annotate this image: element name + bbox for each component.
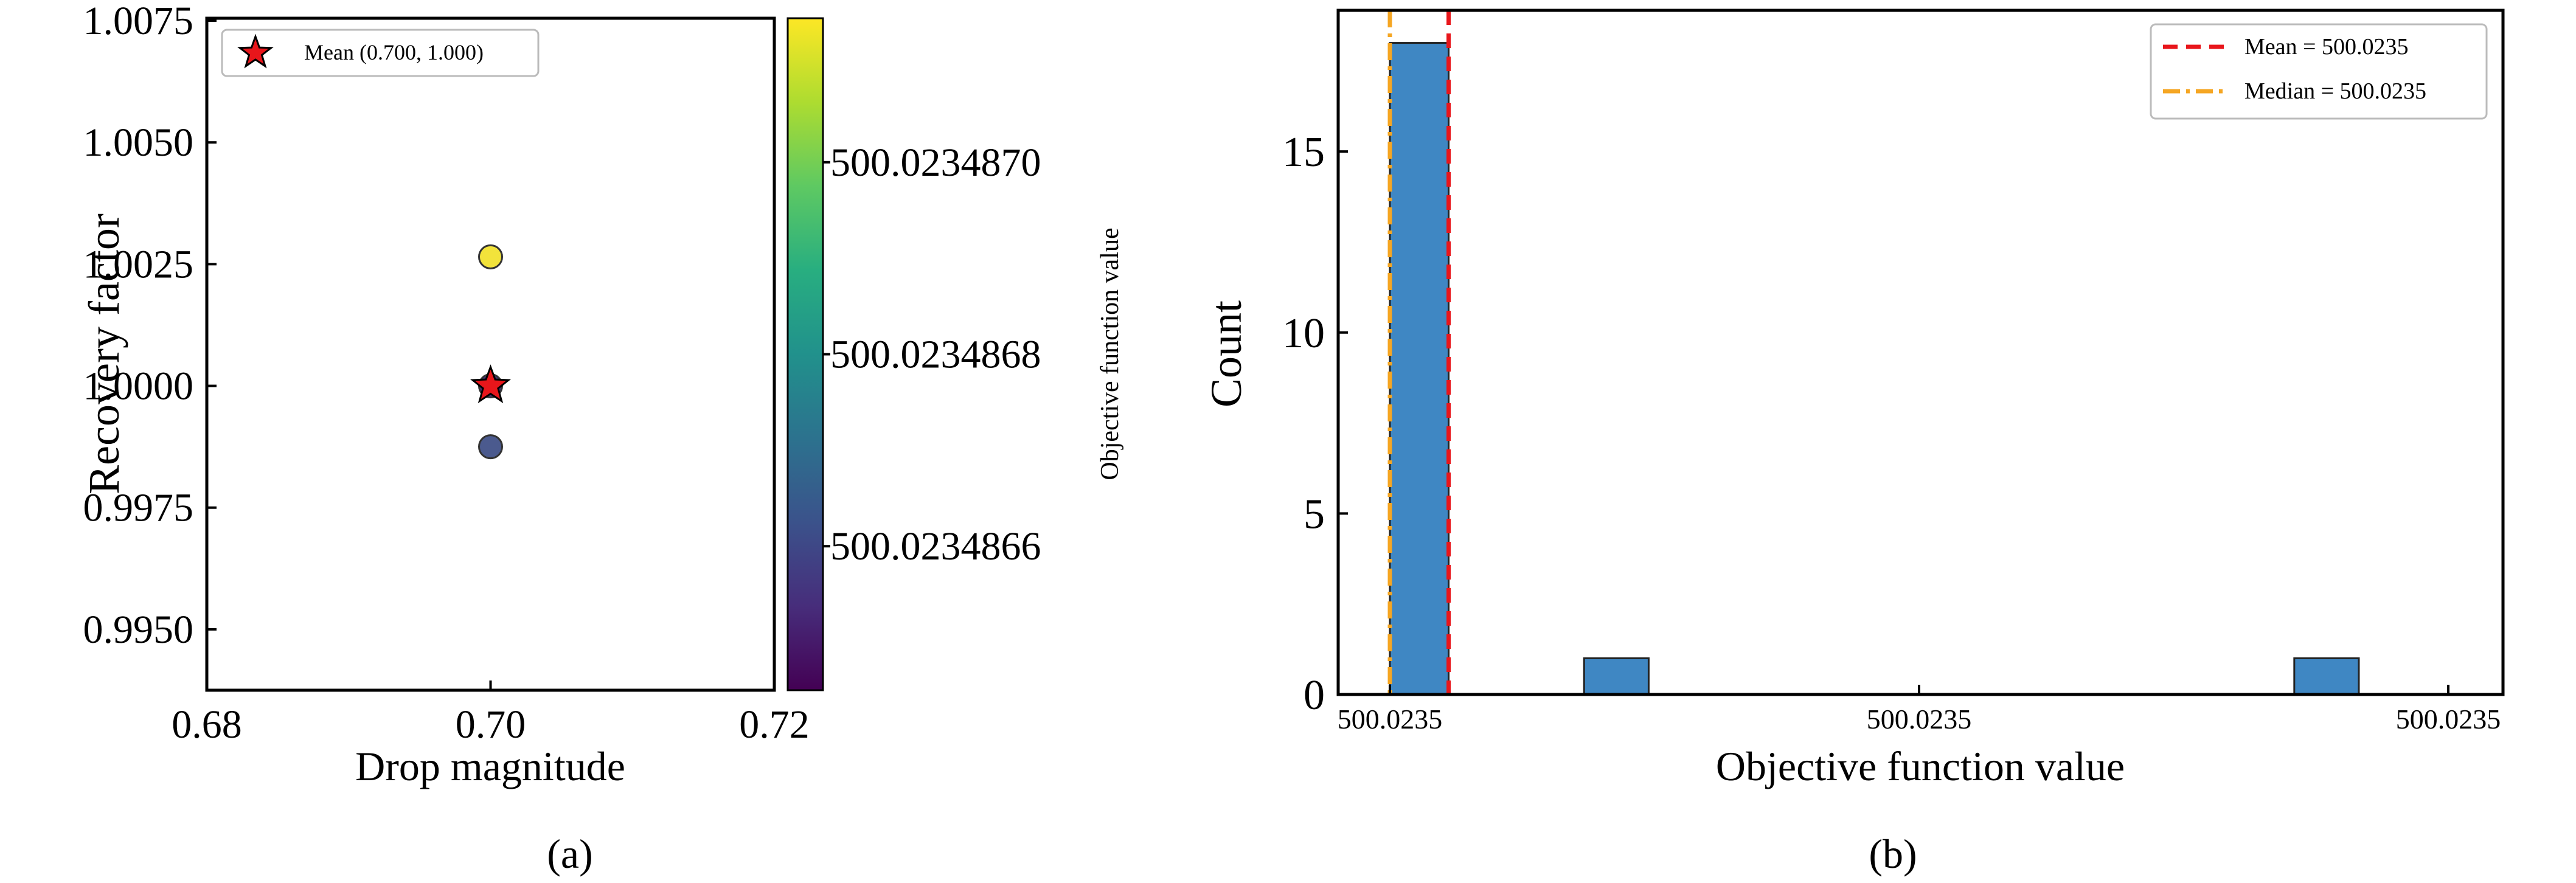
x-tick-label: 500.0235: [1338, 704, 1443, 735]
panel-b-legend-box: [2150, 23, 2488, 120]
panel-a-legend-label: Mean (0.700, 1.000): [304, 40, 484, 64]
panel-a-x-axis-label: Drop magnitude: [355, 743, 625, 789]
x-tick-label: 0.70: [456, 702, 526, 747]
panel-b: 0 5 10 15 500.0235 500.0235 500.0235 Mean = 5…: [1202, 9, 2505, 877]
scatter-point: [478, 244, 503, 269]
y-tick-label: 0.9950: [83, 608, 194, 652]
y-tick-label: 5: [1304, 491, 1325, 538]
panel-b-y-ticks: 0 5 10 15: [1282, 129, 1348, 719]
panel-a-x-ticks: 0.68 0.70 0.72: [172, 680, 810, 747]
panel-b-plot-frame: [1336, 9, 2505, 696]
panel-b-x-axis-label: Objective function value: [1716, 743, 2125, 789]
histogram-bar: [1583, 657, 1650, 696]
colorbar: [786, 17, 824, 691]
panel-a: 0.9950 0.9975 1.0000 1.0025 1.0050 1.0075 0.6…: [80, 0, 1124, 877]
panel-a-points: [470, 244, 512, 460]
panel-b-legend-median-label: Median = 500.0235: [2244, 78, 2426, 104]
panel-b-legend-mean-label: Mean = 500.0235: [2244, 34, 2408, 60]
y-tick-label: 0.9975: [83, 486, 194, 530]
y-tick-label: 15: [1282, 129, 1325, 176]
y-tick-label: 1.0025: [83, 242, 194, 286]
scatter-point: [478, 434, 503, 460]
mean-star-marker: [470, 364, 512, 404]
panel-a-label: (a): [547, 831, 592, 877]
colorbar-label: Objective function value: [1096, 227, 1124, 480]
x-tick-label: 500.0235: [2396, 704, 2501, 735]
histogram-bar: [2293, 657, 2360, 696]
legend-mean-star-icon: [237, 33, 274, 69]
y-tick-label: 1.0075: [83, 0, 194, 43]
x-tick-label: 500.0235: [1867, 704, 1972, 735]
y-tick-label: 0: [1304, 672, 1325, 719]
panel-b-reference-lines: [1387, 10, 1451, 694]
y-tick-label: 1.0050: [83, 120, 194, 165]
panel-a-legend: Mean (0.700, 1.000): [221, 29, 540, 77]
colorbar-tick-label: 500.0234870: [830, 140, 1041, 185]
x-tick-label: 0.68: [172, 702, 242, 747]
panel-a-plot-frame: [205, 16, 776, 692]
panel-b-legend: Mean = 500.0235 Median = 500.0235: [2150, 23, 2488, 120]
x-tick-label: 0.72: [739, 702, 810, 747]
panel-a-y-axis-label: Recovery factor: [80, 213, 128, 494]
panel-b-y-axis-label: Count: [1202, 300, 1251, 407]
panel-a-y-ticks: 0.9950 0.9975 1.0000 1.0025 1.0050 1.0075: [83, 0, 217, 652]
y-tick-label: 10: [1282, 310, 1325, 357]
panel-b-histogram-bars: [1389, 42, 2360, 696]
colorbar-tick-label: 500.0234866: [830, 524, 1041, 569]
panel-b-x-ticks: 500.0235 500.0235 500.0235: [1338, 685, 2501, 735]
panel-a-legend-box: [221, 29, 540, 77]
colorbar-ticks: 500.0234866 500.0234868 500.0234870: [823, 140, 1041, 569]
histogram-bar: [1389, 42, 1450, 696]
y-tick-label: 1.0000: [83, 364, 194, 409]
panel-b-label: (b): [1869, 831, 1917, 877]
colorbar-tick-label: 500.0234868: [830, 333, 1041, 377]
